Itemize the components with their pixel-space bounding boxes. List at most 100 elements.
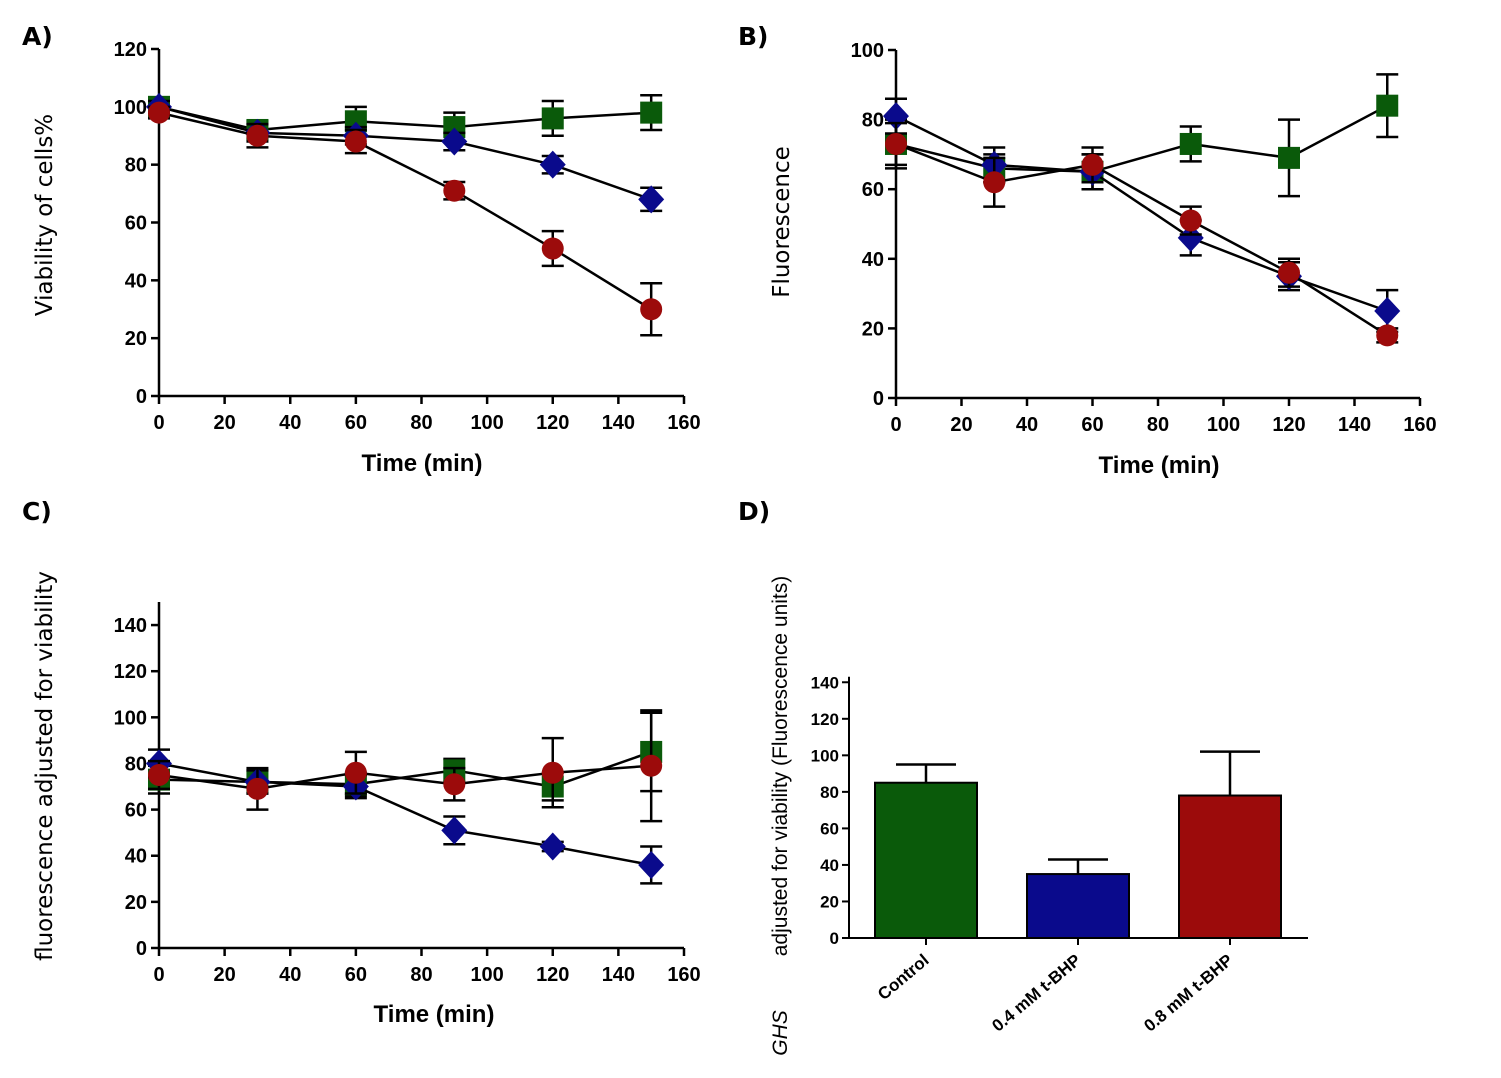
panel-d-category-label: Control bbox=[874, 951, 933, 1004]
panel-c-label: C) bbox=[22, 497, 52, 526]
panel-c-y-tick-label: 0 bbox=[136, 938, 147, 960]
panel-a-x-tick-label: 160 bbox=[667, 412, 700, 434]
panel-b-x-tick-label: 40 bbox=[1016, 414, 1038, 436]
panel-b-x-tick-label: 120 bbox=[1272, 414, 1305, 436]
panel-c-x-tick-label: 80 bbox=[410, 964, 432, 986]
panel-a-series-line-high bbox=[158, 111, 652, 311]
panel-c-x-tick-label: 100 bbox=[470, 964, 503, 986]
panel-d-y-tick-label: 120 bbox=[811, 710, 839, 729]
panel-c-y-tick-label: 60 bbox=[125, 800, 147, 822]
panel-a-x-tick-label: 40 bbox=[279, 412, 301, 434]
panel-b-marker-low bbox=[1177, 223, 1204, 252]
panel-b-marker-high bbox=[983, 171, 1006, 194]
panel-c-y-tick-label: 20 bbox=[125, 892, 147, 914]
panel-b-y-axis-title: Fluorescence bbox=[769, 146, 795, 298]
panel-b-y-tick-label: 100 bbox=[851, 40, 884, 62]
panel-c-y-tick-label: 80 bbox=[125, 753, 147, 775]
panel-c-marker-low bbox=[441, 816, 468, 845]
panel-a-marker-high bbox=[640, 298, 663, 321]
panel-b-series-line-control bbox=[895, 104, 1388, 174]
panel-c-marker-high bbox=[246, 777, 269, 800]
panel-a-x-axis-title: Time (min) bbox=[362, 450, 483, 477]
panel-a-y-tick-label: 120 bbox=[114, 39, 147, 61]
panel-d-label: D) bbox=[738, 497, 770, 526]
panel-a-marker-high bbox=[344, 130, 367, 153]
panel-d-plot: 0 20 40 60 80 100 120 140 Control 0.4 mM t-BHP 0.8… bbox=[811, 673, 1308, 1035]
panel-a-x-tick-label: 60 bbox=[345, 412, 367, 434]
panel-b-marker-high bbox=[885, 132, 907, 155]
panel-a-x-tick-label: 0 bbox=[153, 412, 164, 434]
panel-c-marker-high bbox=[640, 754, 663, 777]
panel-c-series-line-high bbox=[158, 764, 652, 791]
panel-b-x-tick-label: 60 bbox=[1081, 414, 1103, 436]
panel-a-x-tick-label: 20 bbox=[214, 412, 236, 434]
panel-a-y-tick-label: 60 bbox=[125, 213, 147, 235]
panel-c-marker-high bbox=[443, 773, 466, 796]
panel-b-plot: 0 20 40 60 80 100 0 20 40 60 80 100 120 140 160 bbox=[851, 40, 1437, 436]
panel-a-x-tick-label: 80 bbox=[410, 412, 432, 434]
panel-a-marker-low bbox=[539, 150, 566, 179]
panel-a-marker-control bbox=[640, 101, 663, 124]
panel-c-plot: 0 20 40 60 80 100 120 140 0 20 40 60 80 100 120 140 160 bbox=[114, 602, 701, 986]
panel-a-marker-high bbox=[148, 101, 170, 124]
panel-d-y-axis-title: adjusted for viability (Fluorescence uni… bbox=[769, 576, 792, 957]
panel-b-marker-high bbox=[1278, 261, 1300, 284]
panel-a-label: A) bbox=[22, 22, 53, 51]
panel-c-x-tick-label: 120 bbox=[536, 964, 569, 986]
panel-d-y-tick-label: 100 bbox=[811, 746, 839, 765]
panel-b-marker-low bbox=[1374, 297, 1401, 325]
panel-c-x-tick-label: 140 bbox=[602, 964, 635, 986]
panel-d-y-axis-prefix: GHS bbox=[769, 1010, 792, 1056]
panel-b-marker-control bbox=[1376, 94, 1399, 117]
panel-d-y-tick-label: 60 bbox=[820, 819, 839, 838]
panel-c-y-tick-label: 100 bbox=[114, 707, 147, 729]
panel-c-marker-low bbox=[638, 850, 665, 879]
panel-d-y-tick-label: 80 bbox=[820, 783, 839, 802]
panel-b-marker-high bbox=[1179, 209, 1202, 232]
panel-a-marker-low bbox=[638, 185, 665, 214]
panel-a-marker-control bbox=[541, 107, 564, 130]
panel-c-x-tick-label: 40 bbox=[279, 964, 301, 986]
panel-a-x-tick-label: 100 bbox=[470, 412, 503, 434]
panel-b-marker-control bbox=[1278, 146, 1300, 169]
panel-b-marker-control bbox=[1179, 132, 1202, 155]
panel-d-bar-high bbox=[1178, 794, 1282, 940]
panel-a-x-tick-label: 140 bbox=[602, 412, 635, 434]
panel-a-marker-high bbox=[443, 179, 466, 202]
panel-a-y-tick-label: 80 bbox=[125, 155, 147, 177]
panel-b-x-tick-label: 160 bbox=[1403, 414, 1436, 436]
panel-b-marker-high bbox=[1081, 153, 1104, 176]
panel-c-marker-low bbox=[539, 832, 566, 861]
panel-a-x-tick-label: 120 bbox=[536, 412, 569, 434]
panel-b-label: B) bbox=[738, 22, 768, 51]
panel-b-x-axis-title: Time (min) bbox=[1099, 452, 1220, 479]
panel-d-bar-low bbox=[1026, 873, 1130, 939]
panel-c-x-tick-label: 20 bbox=[214, 964, 236, 986]
panel-c-y-tick-label: 140 bbox=[114, 615, 147, 637]
panel-b-y-tick-label: 20 bbox=[862, 318, 884, 340]
panel-a-plot: 0 20 40 60 80 100 120 0 20 40 60 80 100 120 140 160 bbox=[114, 39, 701, 434]
panel-c-marker-high bbox=[541, 761, 564, 784]
panel-d-y-tick-label: 40 bbox=[820, 856, 839, 875]
panel-d-y-tick-label: 140 bbox=[811, 673, 839, 692]
panel-a-marker-high bbox=[541, 237, 564, 260]
panel-c-marker-high bbox=[148, 764, 170, 786]
panel-d-category-label: 0.8 mM t-BHP bbox=[1140, 951, 1236, 1036]
panel-b-x-tick-label: 100 bbox=[1207, 414, 1240, 436]
panel-c-series-line-low bbox=[158, 762, 652, 867]
panel-a-y-tick-label: 0 bbox=[136, 386, 147, 408]
panel-c-x-axis-title: Time (min) bbox=[374, 1001, 495, 1028]
panel-a-y-tick-label: 40 bbox=[125, 270, 147, 292]
panel-c-y-axis-title: fluorescence adjusted for viability bbox=[32, 571, 58, 961]
panel-b-y-tick-label: 0 bbox=[873, 388, 884, 410]
panel-b-x-tick-label: 0 bbox=[890, 414, 901, 436]
panel-c-y-tick-label: 40 bbox=[125, 846, 147, 868]
panel-b-x-tick-label: 140 bbox=[1338, 414, 1371, 436]
panel-b-y-tick-label: 40 bbox=[862, 249, 884, 271]
panel-a-marker-low bbox=[441, 127, 468, 156]
panel-d-y-tick-label: 0 bbox=[830, 929, 839, 948]
panel-a-y-tick-label: 20 bbox=[125, 328, 147, 350]
panel-c-x-tick-label: 160 bbox=[667, 964, 700, 986]
panel-c-x-tick-label: 0 bbox=[153, 964, 164, 986]
panel-b-series-line-high bbox=[895, 142, 1388, 337]
